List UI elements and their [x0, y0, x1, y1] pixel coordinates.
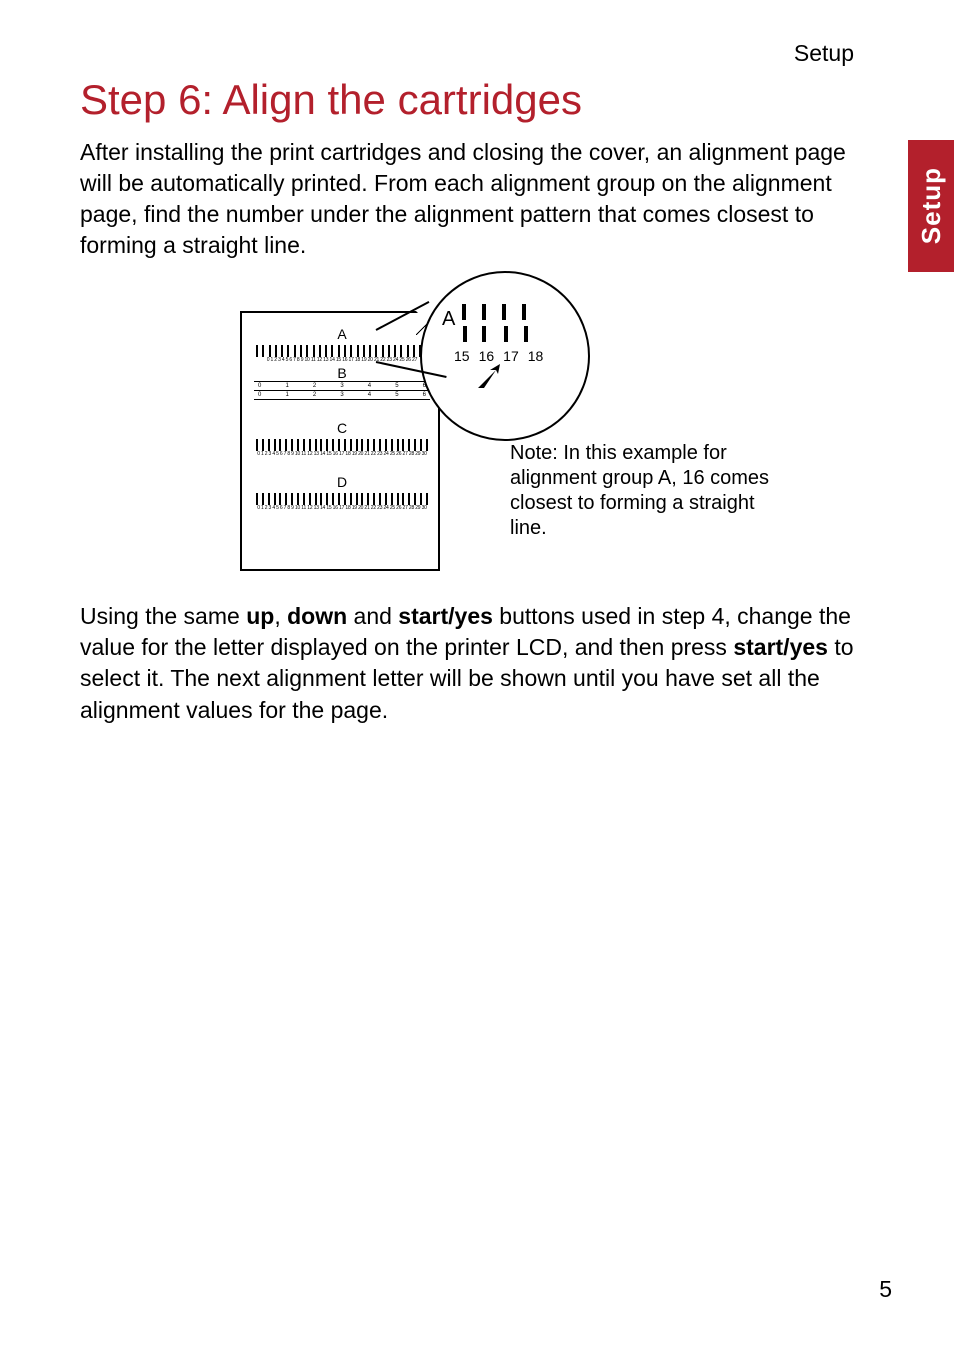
row-bars	[254, 437, 430, 451]
alignment-row-c: C 0 1 2 3 4 5 6 7 8 9 10 11 12 13 14 15 …	[254, 421, 430, 457]
magnifier-circle: A 15 16 17 18	[420, 271, 590, 441]
alignment-row-a: A 0 1 2 3 4 5 6 7 8 9 10 11 12 13 14 15 …	[254, 327, 430, 363]
row-label: D	[254, 475, 430, 489]
bold-start-yes: start/yes	[733, 634, 828, 660]
bold-start-yes: start/yes	[398, 603, 493, 629]
mag-num: 18	[528, 348, 544, 364]
row-b-bottom: 0 1 2 3 4 5 6	[254, 390, 430, 399]
bold-up: up	[246, 603, 274, 629]
text-run: ,	[274, 603, 287, 629]
row-scale: 0 1 2 3 4 5 6 7 8 9 10 11 12 13 14 15 16…	[254, 357, 430, 363]
row-scale: 0 1 2 3 4 5 6 7 8 9 10 11 12 13 14 15 16…	[254, 451, 430, 457]
magnifier-bars	[462, 304, 526, 342]
row-bars	[254, 343, 430, 357]
alignment-row-d: D 0 1 2 3 4 5 6 7 8 9 10 11 12 13 14 15 …	[254, 475, 430, 511]
alignment-figure: A 15 16 17 18	[80, 281, 860, 581]
row-bars	[254, 491, 430, 505]
step-title: Step 6: Align the cartridges	[80, 77, 894, 123]
row-b-top: 0 1 2 3 4 5 6	[254, 382, 430, 390]
bold-down: down	[287, 603, 347, 629]
header-section-label: Setup	[80, 40, 894, 67]
alignment-row-b: B 0 1 2 3 4 5 6 0 1 2 3 4 5 6	[254, 381, 430, 400]
magnifier-numbers: 15 16 17 18	[454, 348, 543, 364]
row-label: C	[254, 421, 430, 435]
mag-num: 15	[454, 348, 470, 364]
mag-num: 17	[503, 348, 519, 364]
text-run: and	[347, 603, 398, 629]
side-tab: Setup	[908, 140, 954, 272]
row-label: A	[254, 327, 430, 341]
instruction-paragraph: Using the same up, down and start/yes bu…	[80, 601, 860, 725]
figure-note: Note: In this example for alignment grou…	[510, 441, 770, 541]
page: Setup Setup Step 6: Align the cartridges…	[0, 0, 954, 1365]
mag-num: 16	[479, 348, 495, 364]
alignment-sheet: A 0 1 2 3 4 5 6 7 8 9 10 11 12 13 14 15 …	[240, 311, 440, 571]
row-scale: 0 1 2 3 4 5 6 7 8 9 10 11 12 13 14 15 16…	[254, 505, 430, 511]
page-number: 5	[879, 1276, 892, 1303]
arrow-icon	[476, 364, 502, 390]
intro-paragraph: After installing the print cartridges an…	[80, 137, 860, 261]
side-tab-label: Setup	[916, 167, 947, 244]
text-run: Using the same	[80, 603, 246, 629]
magnifier-group-letter: A	[442, 308, 455, 331]
